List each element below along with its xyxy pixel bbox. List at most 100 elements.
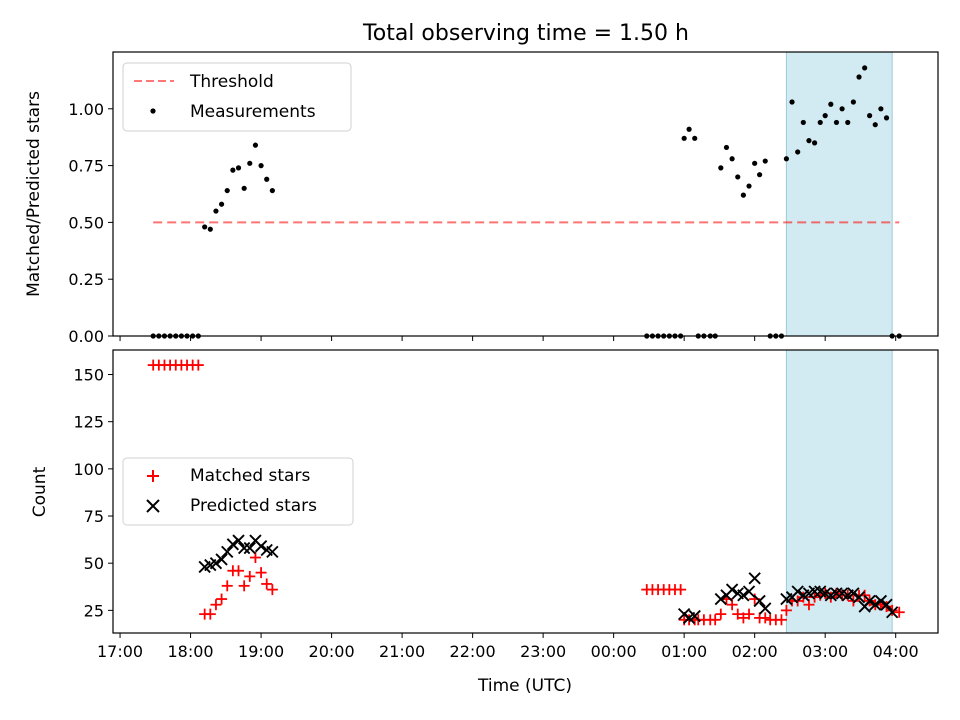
measurement-point [723,144,730,151]
measurement-point [822,113,828,119]
matched-star-point [743,608,755,620]
top-panel-frame [112,51,939,337]
measurement-point [862,65,868,71]
matched-star-point [266,584,278,596]
measurement-point [757,172,763,178]
matched-star-point [759,612,771,624]
x-tick-label: 22:00 [450,642,496,661]
x-tick-label: 17:00 [97,642,143,661]
measurements-legend-swatch [150,108,156,114]
measurement-point [735,174,741,180]
predicted-legend-swatch [146,499,160,513]
predicted-star-point [237,541,251,555]
measurement-point [681,135,687,141]
predicted-star-stroke [737,589,750,602]
predicted-star-stroke [226,538,240,551]
measurement-point [762,158,768,164]
measurement-point [789,99,795,105]
predicted-star-stroke [808,585,821,598]
top-y-tick-label: 0.25 [68,270,104,289]
matched-star-point [192,359,204,371]
measurement-point [839,106,845,112]
predicted-star-point [232,534,245,547]
measurement-point [783,156,789,162]
predicted-star-stroke [869,598,882,611]
measurement-point [878,106,884,112]
predicted-star-stroke [237,541,251,555]
predicted-star-point [714,592,727,606]
matched-legend-label: Matched stars [190,466,310,486]
chart-title: Total observing time = 1.50 h [362,21,689,46]
predicted-star-point [725,583,739,596]
predicted-star-point [863,594,876,608]
matched-star-point [886,604,898,616]
predicted-star-stroke [725,583,739,596]
predicted-star-stroke [874,594,888,608]
measurement-point [692,135,698,141]
matched-star-point [809,591,821,603]
matched-star-point [792,595,804,607]
matched-star-point [797,591,809,603]
x-tick-label: 00:00 [591,642,637,661]
predicted-star-point [852,590,866,604]
predicted-star-stroke [688,609,701,623]
matched-star-point [221,580,233,592]
predicted-star-point [830,587,843,600]
x-tick-label: 23:00 [520,642,566,661]
predicted-star-point [243,541,256,555]
predicted-star-point [226,538,240,551]
bottom-observing-span [785,349,893,634]
predicted-star-stroke [819,587,832,600]
predicted-star-point [759,602,772,615]
matched-star-point [244,570,256,582]
predicted-star-point [209,557,223,570]
top-legend[interactable]: Threshold Measurements [122,62,352,132]
measurement-point [828,101,834,107]
predicted-star-point [885,606,899,619]
predicted-star-stroke [714,592,727,606]
matched-star-point [233,565,245,577]
measurement-point [269,187,275,194]
top-legend-box [122,62,352,132]
x-tick-label: 21:00 [379,642,425,661]
top-y-tick-label: 0.00 [68,327,104,346]
predicted-star-stroke [759,602,772,615]
measurement-point [867,113,873,119]
top-y-tick-label: 1.00 [68,100,104,119]
measurement-point [213,208,219,214]
measurement-point [752,160,758,166]
bottom-legend[interactable]: Matched stars Predicted stars [122,457,354,526]
measurement-point [718,165,724,171]
x-tick-label: 02:00 [732,642,778,661]
matched-star-point [675,584,687,596]
predicted-star-point [215,553,228,566]
measurement-point [795,149,801,155]
measurement-point [729,156,735,162]
matched-star-point [216,593,228,605]
measurement-point [740,192,746,198]
predicted-star-point [742,585,756,598]
predicted-star-point [874,594,888,608]
x-tick-label: 18:00 [168,642,214,661]
matched-legend-swatch [147,470,159,482]
matched-star-point [803,599,815,611]
matched-star-point [255,567,267,579]
matched-star-point [780,604,792,616]
measurement-point [806,138,812,144]
matched-star-point [715,608,727,620]
predicted-star-stroke [852,590,866,604]
matched-star-point [709,614,721,626]
predicted-star-point [753,594,766,608]
predicted-star-point [748,572,761,585]
top-panel: 0.00 0.25 0.50 0.75 1.00 Matched/Predicted s… [24,51,939,346]
matched-star-point [249,552,261,564]
measurement-point [686,126,692,132]
threshold-legend-label: Threshold [189,72,274,92]
measurement-point [218,201,225,207]
predicted-star-stroke [243,541,256,555]
top-y-axis-label: Matched/Predicted stars [24,91,44,297]
bottom-y-tick-label: 75 [84,507,104,526]
measurement-point [258,163,264,169]
predicted-star-stroke [835,587,849,600]
